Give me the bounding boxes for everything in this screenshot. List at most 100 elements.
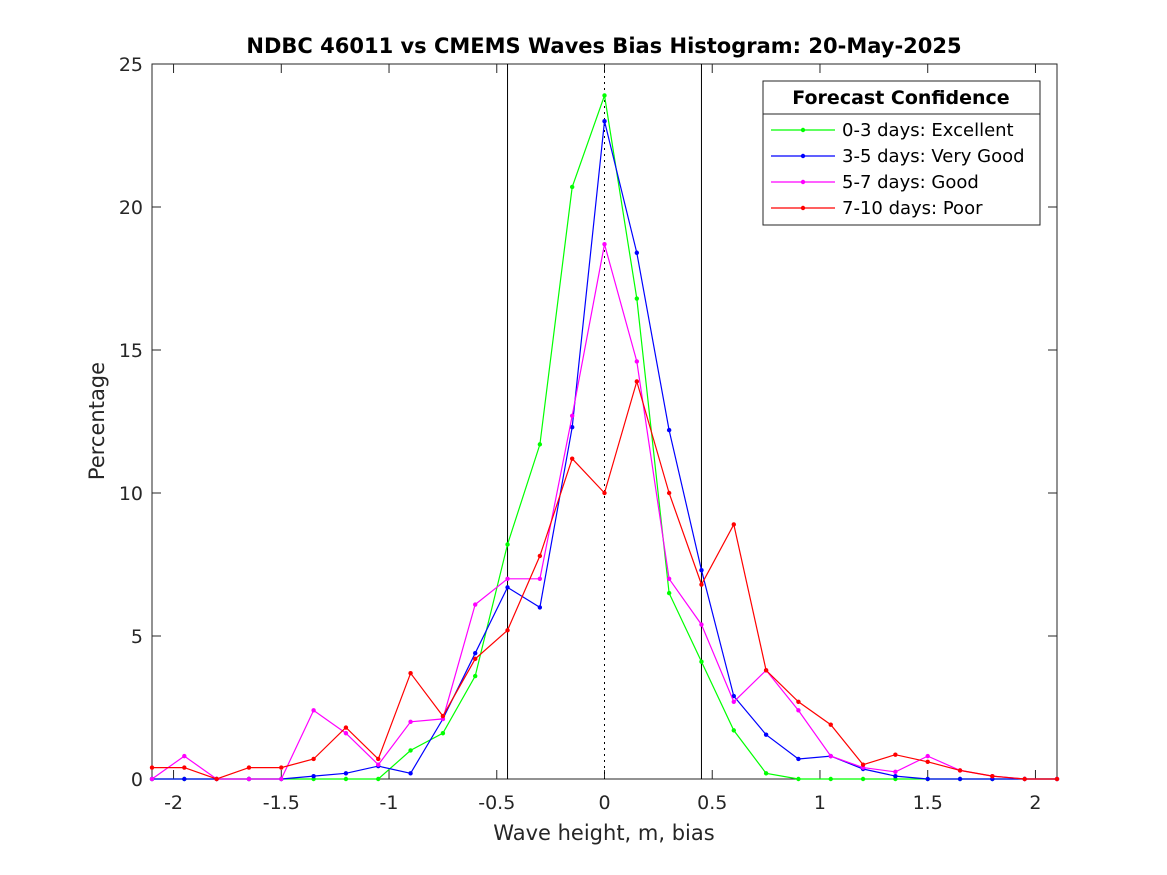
data-point xyxy=(376,756,381,762)
data-point xyxy=(634,379,640,384)
data-point xyxy=(569,456,575,461)
data-point xyxy=(860,776,866,782)
data-point xyxy=(731,699,736,704)
data-point xyxy=(311,773,316,779)
data-point xyxy=(440,731,446,736)
data-point xyxy=(149,765,155,770)
data-point xyxy=(925,776,930,782)
data-point xyxy=(537,553,543,559)
data-point xyxy=(893,752,898,757)
data-point xyxy=(343,771,349,776)
data-point xyxy=(731,693,736,699)
data-point xyxy=(634,250,640,255)
data-point xyxy=(602,119,607,124)
data-point xyxy=(893,769,898,775)
x-tick-label: 0 xyxy=(598,792,610,814)
data-point xyxy=(828,776,833,782)
data-point xyxy=(279,765,284,770)
x-tick-label: 2 xyxy=(1029,792,1041,814)
data-point xyxy=(828,753,833,759)
data-point xyxy=(279,776,284,782)
x-tick-label: -0.5 xyxy=(478,792,515,814)
data-point xyxy=(537,576,543,581)
x-axis-label: Wave height, m, bias xyxy=(493,821,714,845)
data-point xyxy=(925,753,930,759)
series-3 xyxy=(149,379,1060,782)
data-point xyxy=(440,713,446,719)
data-point xyxy=(666,427,672,433)
data-point xyxy=(602,93,607,98)
data-point xyxy=(246,776,252,782)
data-point xyxy=(408,670,413,676)
data-point xyxy=(473,650,478,656)
data-point xyxy=(149,776,155,782)
data-point xyxy=(699,622,704,627)
data-point xyxy=(311,708,316,713)
data-point xyxy=(699,582,704,587)
chart-title: NDBC 46011 vs CMEMS Waves Bias Histogram… xyxy=(246,34,961,58)
data-point xyxy=(796,756,801,762)
data-point xyxy=(1022,776,1027,782)
legend-swatch-marker xyxy=(800,205,806,211)
data-point xyxy=(828,722,833,727)
data-point xyxy=(763,771,769,776)
data-point xyxy=(343,776,349,782)
legend-label: 5-7 days: Good xyxy=(842,172,979,193)
data-point xyxy=(182,765,187,770)
x-tick-label: 1.5 xyxy=(913,792,943,814)
x-tick-label: -1.5 xyxy=(263,792,300,814)
data-point xyxy=(182,753,187,759)
data-point xyxy=(569,413,575,418)
data-point xyxy=(343,725,349,730)
data-point xyxy=(569,425,575,430)
y-tick-label: 15 xyxy=(119,340,143,362)
data-point xyxy=(796,699,801,704)
data-point xyxy=(343,731,349,736)
y-axis-label: Percentage xyxy=(85,362,109,480)
legend-swatch-marker xyxy=(800,179,806,185)
legend-entries: 0-3 days: Excellent 3-5 days: Very Good 5-… xyxy=(771,120,1025,219)
x-tick-label: 0.5 xyxy=(697,792,727,814)
y-tick-label: 20 xyxy=(119,197,143,219)
legend: Forecast Confidence 0-3 days: Excellent 3… xyxy=(762,80,1041,226)
data-point xyxy=(537,605,543,610)
data-point xyxy=(602,241,607,247)
data-point xyxy=(634,359,640,364)
legend-label: 7-10 days: Poor xyxy=(842,198,983,219)
x-tick-label: -1 xyxy=(380,792,399,814)
legend-title: Forecast Confidence xyxy=(792,87,1009,109)
data-point xyxy=(796,776,801,782)
data-point xyxy=(376,762,381,767)
data-point xyxy=(957,776,963,782)
data-point xyxy=(505,628,510,633)
data-point xyxy=(505,576,510,581)
data-point xyxy=(666,490,672,496)
data-point xyxy=(796,708,801,713)
x-tick-label: -2 xyxy=(164,792,183,814)
data-point xyxy=(666,590,672,596)
legend-box xyxy=(762,80,1041,226)
data-point xyxy=(569,184,575,190)
data-point xyxy=(957,768,963,773)
y-tick-label: 0 xyxy=(131,769,143,791)
data-point xyxy=(1054,776,1060,782)
data-point xyxy=(666,576,672,581)
data-point xyxy=(602,490,607,496)
data-point xyxy=(505,542,510,547)
y-tick-label: 5 xyxy=(131,626,143,648)
data-point xyxy=(214,776,219,782)
data-point xyxy=(537,442,543,447)
data-point xyxy=(990,773,995,779)
data-point xyxy=(182,776,187,782)
data-point xyxy=(505,585,510,590)
data-point xyxy=(925,759,930,765)
data-point xyxy=(763,668,769,673)
data-point xyxy=(246,765,252,770)
data-point xyxy=(408,748,413,753)
data-point xyxy=(473,602,478,607)
x-tick-label: 1 xyxy=(814,792,826,814)
data-point xyxy=(731,522,736,527)
data-point xyxy=(699,659,704,664)
